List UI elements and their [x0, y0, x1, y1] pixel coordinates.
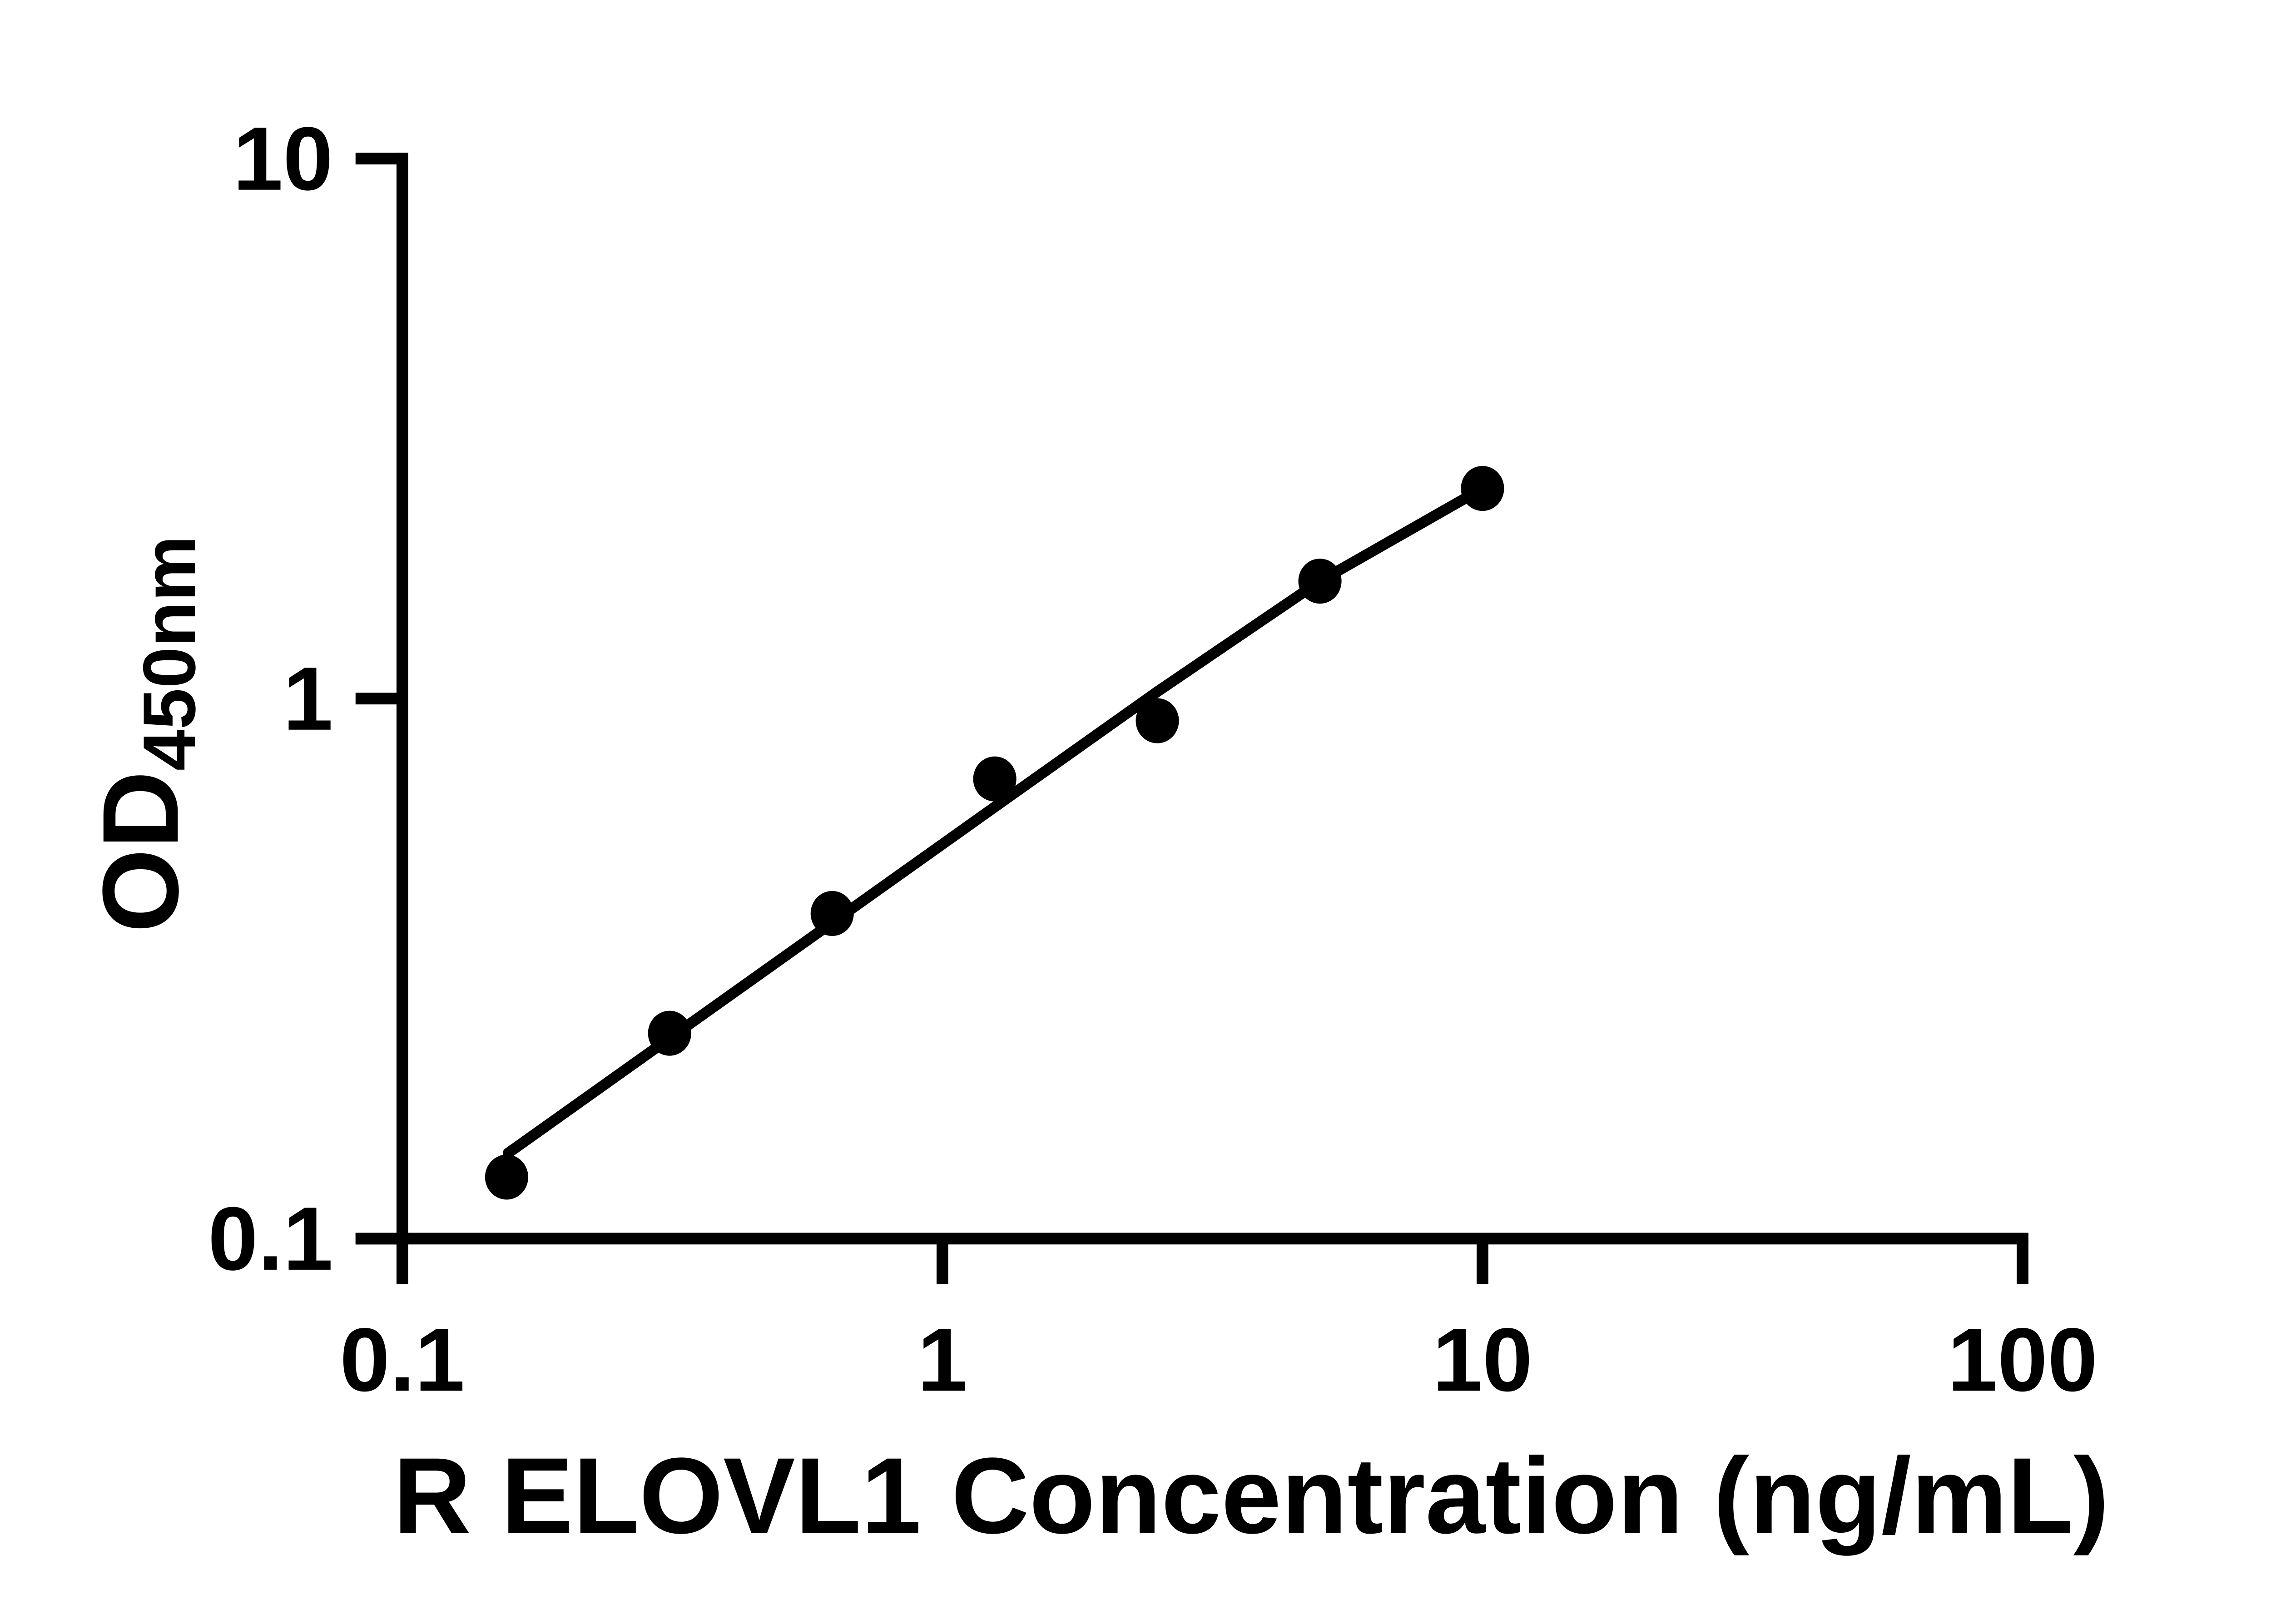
x-tick-label-1: 1	[917, 1309, 967, 1410]
y-axis-title-main: OD	[80, 771, 201, 933]
data-point-1	[485, 1154, 529, 1200]
data-point-2	[648, 1010, 691, 1056]
data-point-5	[1136, 698, 1179, 743]
data-point-3	[810, 891, 854, 936]
y-axis-title: OD450nm	[80, 535, 211, 933]
data-point-6	[1298, 559, 1342, 604]
data-point-4	[973, 756, 1016, 802]
y-axis-title-subscript: 450nm	[128, 535, 211, 771]
y-tick-label-0.1: 0.1	[208, 1188, 333, 1289]
x-tick-label-0.1: 0.1	[340, 1309, 465, 1410]
x-tick-label-100: 100	[1948, 1309, 2098, 1410]
x-tick-label-10: 10	[1433, 1309, 1532, 1410]
y-tick-label-1: 1	[283, 649, 333, 749]
plot-background	[0, 7, 2271, 1617]
x-axis-title: R ELOVL1 Concentration (ng/mL)	[393, 1436, 2109, 1556]
y-axis-ticks: 0.1 1 10	[208, 109, 402, 1289]
y-tick-label-10: 10	[233, 109, 333, 209]
x-axis-ticks: 0.1 1 10 100	[340, 1238, 2097, 1410]
data-points	[485, 466, 1504, 1200]
data-point-7	[1461, 466, 1504, 511]
